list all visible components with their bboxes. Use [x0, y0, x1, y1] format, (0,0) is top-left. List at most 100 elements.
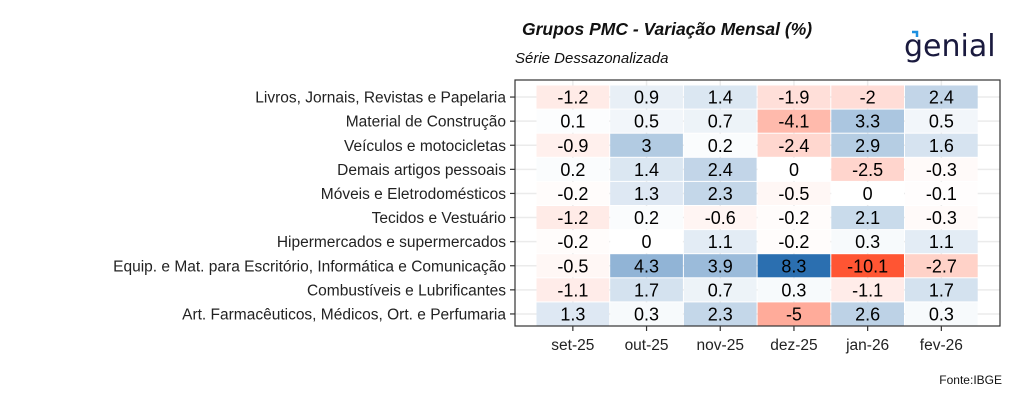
cell-label: 0.1: [560, 112, 585, 132]
cell-label: 3: [642, 136, 652, 156]
genial-logo: genial: [904, 29, 1004, 71]
cell-label: -0.3: [926, 160, 957, 180]
cell-label: 1.1: [929, 232, 954, 252]
cell-label: 1.7: [929, 280, 954, 300]
heatmap-cell: [536, 302, 610, 326]
cell-label: 1.6: [929, 136, 954, 156]
cell-label: -0.5: [557, 256, 588, 276]
heatmap-cell: [536, 206, 610, 230]
cell-label: 0: [642, 232, 652, 252]
cell-label: 2.1: [855, 208, 880, 228]
cell-label: -1.2: [557, 88, 588, 108]
cell-label: 2.4: [929, 88, 954, 108]
heatmap-cell: [683, 133, 757, 157]
heatmap-cell: [831, 230, 904, 254]
heatmap-cell: [757, 109, 831, 133]
heatmap-cell: [683, 302, 757, 326]
heatmap-cell: [683, 85, 757, 109]
y-tick-label: Livros, Jornais, Revistas e Papelaria: [255, 90, 506, 107]
cell-label: -0.2: [778, 232, 809, 252]
heatmap-cell: [757, 206, 831, 230]
cell-label: 1.3: [634, 184, 659, 204]
heatmap-cell: [831, 302, 904, 326]
heatmap-cell: [905, 230, 978, 254]
chart-subtitle: Série Dessazonalizada: [515, 50, 669, 67]
heatmap-cell: [905, 133, 978, 157]
heatmap-cell: [905, 302, 978, 326]
heatmap-cell: [757, 181, 831, 205]
heatmap-cell: [831, 206, 904, 230]
heatmap-cell: [757, 254, 831, 278]
cell-label: 1.3: [560, 304, 585, 324]
y-tick-label: Veículos e motocicletas: [344, 138, 506, 155]
x-tick-label: out-25: [625, 337, 669, 354]
cell-label: 3.9: [708, 256, 733, 276]
heatmap-cell: [757, 302, 831, 326]
cell-label: 1.4: [634, 160, 659, 180]
heatmap-cell: [610, 133, 683, 157]
heatmap-cell: [610, 157, 683, 181]
heatmap-cell: [610, 278, 683, 302]
heatmap-cell: [536, 109, 610, 133]
heatmap-cell: [610, 109, 683, 133]
cell-label: 0.9: [634, 88, 659, 108]
cell-label: 0.3: [781, 280, 806, 300]
heatmap-cell: [757, 85, 831, 109]
cell-label: 0.5: [634, 112, 659, 132]
heatmap-cell: [683, 181, 757, 205]
heatmap-cell: [831, 181, 904, 205]
cell-label: 1.1: [708, 232, 733, 252]
cell-label: 8.3: [781, 256, 806, 276]
x-tick-label: set-25: [551, 337, 594, 354]
heatmap-cell: [683, 157, 757, 181]
heatmap-cell: [683, 254, 757, 278]
cell-label: 0.3: [855, 232, 880, 252]
heatmap-cell: [536, 133, 610, 157]
cell-label: 0.7: [708, 280, 733, 300]
y-tick-label: Combustíveis e Lubrificantes: [307, 282, 506, 299]
heatmap-cell: [831, 109, 904, 133]
heatmap-cell: [905, 85, 978, 109]
x-tick-label: nov-25: [697, 337, 744, 354]
cell-label: 2.4: [708, 160, 733, 180]
y-tick-label: Demais artigos pessoais: [337, 162, 506, 179]
cell-label: 0.2: [560, 160, 585, 180]
cell-label: -0.3: [926, 208, 957, 228]
heatmap-cell: [831, 85, 904, 109]
cell-label: 2.9: [855, 136, 880, 156]
cell-label: 0.2: [634, 208, 659, 228]
cell-label: 0: [789, 160, 799, 180]
cell-label: -2: [860, 88, 876, 108]
heatmap-cell: [831, 157, 904, 181]
cell-label: -1.2: [557, 208, 588, 228]
panel-border: [514, 79, 1001, 327]
heatmap-cell: [757, 230, 831, 254]
heatmap-cell: [536, 85, 610, 109]
heatmap-cell: [536, 181, 610, 205]
heatmap-cell: [905, 254, 978, 278]
heatmap-cell: [757, 133, 831, 157]
x-tick-label: dez-25: [770, 337, 817, 354]
heatmap-cell: [536, 157, 610, 181]
cell-label: -0.6: [705, 208, 736, 228]
y-tick-label: Material de Construção: [346, 114, 506, 131]
source-note: Fonte:IBGE: [939, 373, 1002, 387]
cell-label: 0.3: [929, 304, 954, 324]
cell-label: 0.5: [929, 112, 954, 132]
cell-label: 3.3: [855, 112, 880, 132]
cell-label: -1.1: [557, 280, 588, 300]
heatmap-cell: [905, 181, 978, 205]
cell-label: 1.7: [634, 280, 659, 300]
heatmap-cell: [905, 206, 978, 230]
y-tick-label: Móveis e Eletrodomésticos: [321, 186, 506, 203]
chart-title: Grupos PMC - Variação Mensal (%): [522, 19, 813, 39]
cell-label: -0.2: [778, 208, 809, 228]
cell-label: -0.2: [557, 232, 588, 252]
cell-label: -5: [786, 304, 802, 324]
heatmap-cell: [610, 181, 683, 205]
heatmap-cell: [757, 278, 831, 302]
cell-label: 0.2: [708, 136, 733, 156]
cell-label: -2.7: [926, 256, 957, 276]
heatmap-cell: [683, 109, 757, 133]
